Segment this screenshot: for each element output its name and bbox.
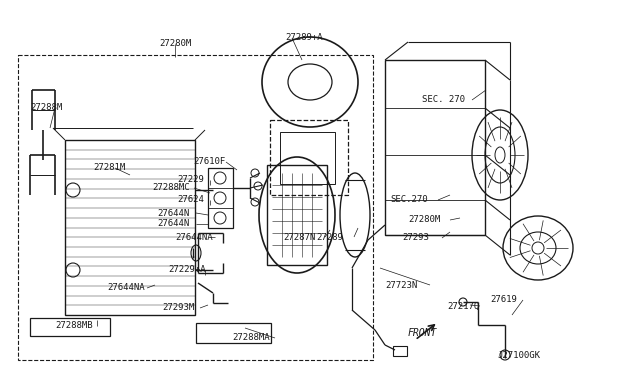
Text: 27288MA: 27288MA: [232, 334, 269, 343]
Bar: [30, 318, 110, 336]
Text: 27280M: 27280M: [408, 215, 440, 224]
Text: 27229+A: 27229+A: [168, 266, 205, 275]
Text: 27229: 27229: [177, 176, 204, 185]
Text: 27644NA: 27644NA: [175, 232, 212, 241]
Text: 27289+A: 27289+A: [285, 33, 323, 42]
Text: 27288M: 27288M: [30, 103, 62, 112]
Text: SEC.270: SEC.270: [390, 196, 428, 205]
Text: 27288MB: 27288MB: [55, 321, 93, 330]
Text: 27281M: 27281M: [93, 164, 125, 173]
Text: 27217Q: 27217Q: [447, 301, 479, 311]
Text: 27624: 27624: [177, 196, 204, 205]
Bar: [270, 120, 348, 195]
Text: J27100GK: J27100GK: [497, 350, 540, 359]
Text: 27644N: 27644N: [157, 208, 189, 218]
Bar: [208, 168, 233, 228]
Bar: [196, 323, 271, 343]
Bar: [280, 132, 335, 184]
Text: 27289: 27289: [316, 232, 343, 241]
Text: 27293: 27293: [402, 234, 429, 243]
Text: SEC. 270: SEC. 270: [422, 96, 465, 105]
Text: 27644NA: 27644NA: [107, 283, 145, 292]
Bar: [385, 60, 485, 235]
Bar: [267, 165, 327, 265]
Text: 27723N: 27723N: [385, 280, 417, 289]
Text: 27287N: 27287N: [283, 232, 316, 241]
Text: 27280M: 27280M: [159, 39, 191, 48]
Text: 27288MC: 27288MC: [152, 183, 189, 192]
Text: FRONT: FRONT: [408, 328, 437, 338]
Bar: [18, 55, 373, 360]
Text: 27644N: 27644N: [157, 219, 189, 228]
Text: 27610F: 27610F: [193, 157, 225, 167]
Text: 27293M: 27293M: [162, 304, 195, 312]
Bar: [65, 140, 195, 315]
Text: 27619: 27619: [490, 295, 517, 305]
Bar: [393, 346, 407, 356]
